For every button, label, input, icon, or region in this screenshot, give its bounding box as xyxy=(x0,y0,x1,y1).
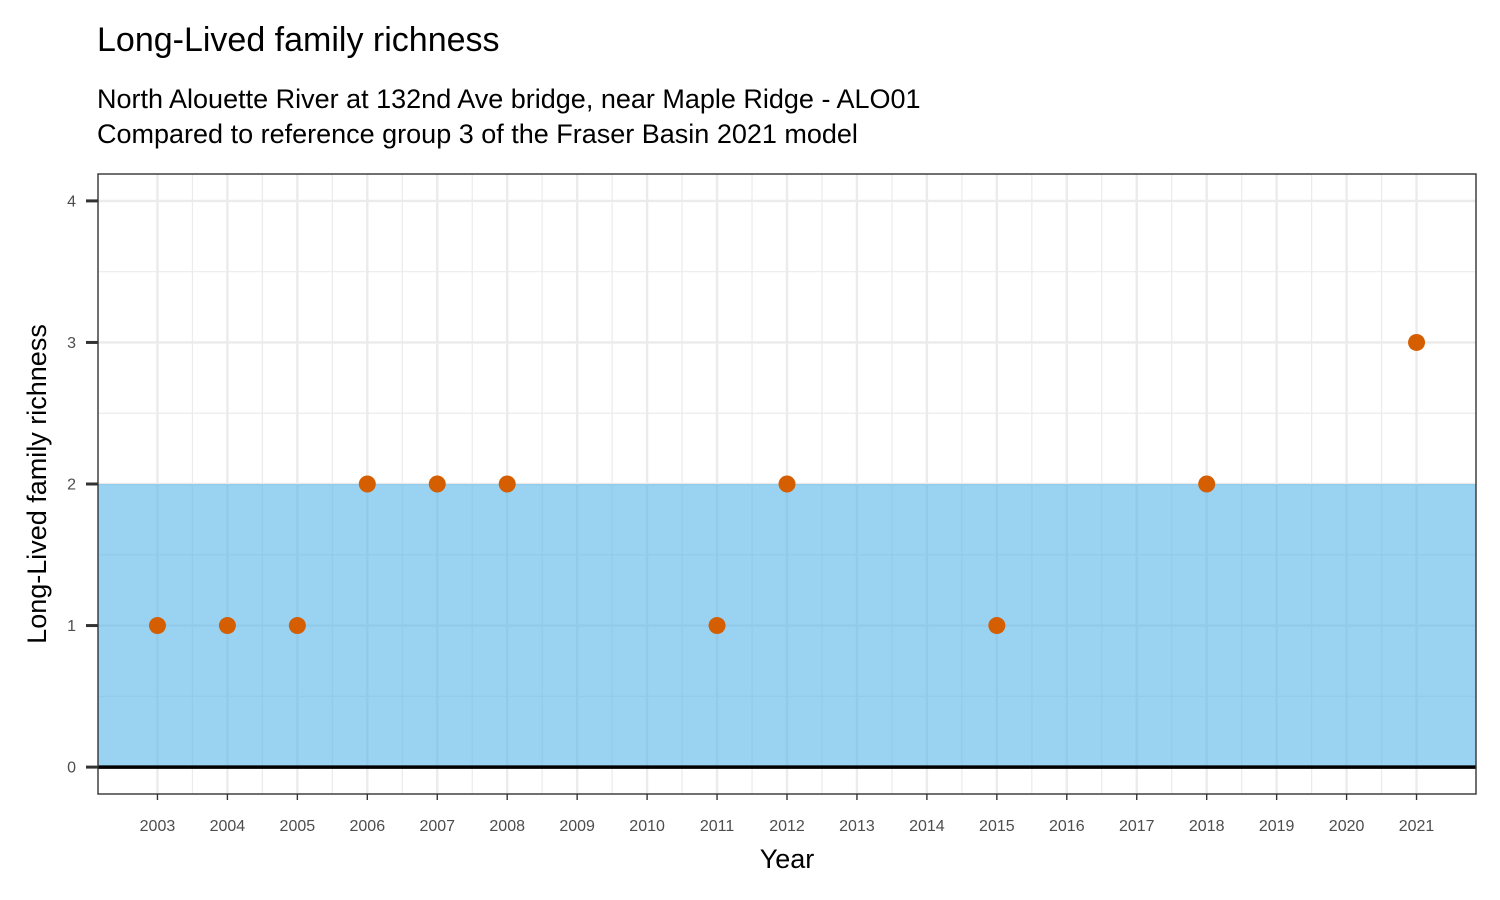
data-point xyxy=(218,617,236,635)
x-tick-label: 2016 xyxy=(1049,818,1085,835)
data-point xyxy=(1198,475,1216,493)
y-tick-label: 1 xyxy=(67,618,76,635)
x-tick-label: 2018 xyxy=(1189,818,1225,835)
x-tick-label: 2005 xyxy=(280,818,316,835)
x-tick-label: 2004 xyxy=(210,818,246,835)
x-tick-label: 2009 xyxy=(559,818,595,835)
y-tick-label: 2 xyxy=(67,477,76,494)
chart-title: Long-Lived family richness xyxy=(97,21,500,59)
x-tick-label: 2017 xyxy=(1119,818,1155,835)
x-tick-label: 2003 xyxy=(140,818,176,835)
x-tick-label: 2020 xyxy=(1329,818,1365,835)
x-tick-label: 2015 xyxy=(979,818,1015,835)
data-point xyxy=(498,475,516,493)
data-point xyxy=(148,617,166,635)
x-tick-label: 2019 xyxy=(1259,818,1295,835)
x-tick-label: 2011 xyxy=(700,818,735,835)
y-tick-label: 0 xyxy=(67,760,76,777)
x-tick-label: 2021 xyxy=(1399,818,1435,835)
data-point xyxy=(778,475,796,493)
x-tick-label: 2007 xyxy=(419,818,455,835)
plot-area xyxy=(97,173,1477,795)
x-axis: 2003 2004 2005 2006 2007 2008 2009 2010 2011 2012… xyxy=(140,794,1435,835)
x-axis-title: Year xyxy=(760,844,815,874)
chart-subtitle-line-1: North Alouette River at 132nd Ave bridge… xyxy=(97,84,921,114)
x-tick-label: 2014 xyxy=(909,818,945,835)
y-axis-title: Long-Lived family richness xyxy=(22,324,52,644)
data-points xyxy=(148,333,1426,635)
y-tick-label: 4 xyxy=(67,193,76,210)
y-axis: 0 1 2 3 4 xyxy=(67,193,98,777)
data-point xyxy=(988,617,1006,635)
x-tick-label: 2013 xyxy=(839,818,875,835)
x-tick-label: 2006 xyxy=(350,818,386,835)
data-point xyxy=(428,475,446,493)
data-point xyxy=(288,617,306,635)
data-point xyxy=(708,617,726,635)
data-point xyxy=(1408,333,1426,351)
chart-subtitle-line-2: Compared to reference group 3 of the Fra… xyxy=(97,119,858,149)
x-tick-label: 2012 xyxy=(769,818,805,835)
x-tick-label: 2010 xyxy=(629,818,665,835)
data-point xyxy=(358,475,376,493)
x-tick-label: 2008 xyxy=(489,818,525,835)
y-tick-label: 3 xyxy=(67,335,76,352)
reference-band xyxy=(98,484,1476,768)
